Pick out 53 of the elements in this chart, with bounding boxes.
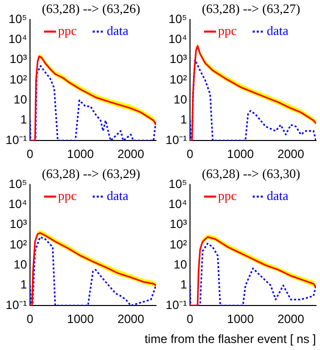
legend-label: data: [266, 23, 289, 38]
chart-title: (63,28) --> (63,26): [42, 1, 140, 16]
legend-label: ppc: [58, 188, 77, 204]
legend-label: data: [266, 188, 289, 204]
y-tick-label: 10⁻¹: [166, 298, 188, 312]
y-tick-label: 10³: [170, 52, 188, 66]
chart-title: (63,28) --> (63,27): [202, 1, 300, 16]
y-tick-label: 10⁵: [8, 12, 28, 26]
y-tick-label: 10⁴: [168, 32, 187, 46]
y-tick-label: 1: [20, 112, 28, 127]
x-tick-label: 1000: [227, 147, 254, 162]
y-tick-label: 10⁵: [168, 176, 188, 191]
y-tick-label: 10²: [10, 72, 28, 86]
x-tick-label: 2000: [117, 147, 144, 162]
y-tick-label: 10³: [10, 52, 28, 66]
y-tick-label: 10: [14, 258, 28, 272]
x-tick-label: 1000: [67, 147, 94, 162]
y-tick-label: 10⁻¹: [6, 298, 28, 312]
x-tick-label: 2000: [277, 312, 304, 326]
y-tick-label: 10⁴: [8, 197, 27, 212]
y-tick-label: 10: [174, 92, 188, 107]
y-tick-label: 10⁻¹: [166, 132, 188, 147]
y-tick-label: 1: [180, 112, 188, 127]
y-tick-label: 10⁵: [8, 176, 28, 191]
legend-label: ppc: [218, 23, 237, 38]
x-tick-label: 0: [186, 147, 194, 162]
x-tick-label: 2000: [277, 147, 304, 162]
y-tick-label: 10⁴: [168, 197, 187, 212]
y-tick-label: 10²: [10, 237, 28, 252]
legend-label: ppc: [218, 188, 237, 204]
y-tick-label: 10: [14, 92, 28, 107]
y-tick-label: 10⁴: [8, 32, 27, 46]
y-tick-label: 10²: [170, 72, 188, 86]
legend-label: data: [106, 23, 129, 38]
y-tick-label: 1: [20, 278, 28, 292]
x-axis-title: time from the flasher event [ ns ]: [144, 332, 316, 346]
y-tick-label: 10⁵: [168, 12, 188, 26]
y-tick-label: 10⁻¹: [6, 132, 28, 147]
y-tick-label: 10²: [170, 237, 188, 252]
x-tick-label: 0: [26, 147, 34, 162]
chart-title: (63,28) --> (63,29): [42, 166, 140, 182]
y-tick-label: 1: [180, 278, 188, 292]
chart-title: (63,28) --> (63,30): [202, 166, 300, 182]
legend-label: data: [106, 188, 129, 204]
x-tick-label: 1000: [67, 312, 94, 326]
x-tick-label: 2000: [117, 312, 144, 326]
x-tick-label: 0: [26, 312, 34, 326]
y-tick-label: 10³: [10, 217, 28, 232]
y-tick-label: 10: [174, 258, 188, 272]
x-tick-label: 0: [186, 312, 194, 326]
x-tick-label: 1000: [227, 312, 254, 326]
y-tick-label: 10³: [170, 217, 188, 232]
legend-label: ppc: [58, 23, 77, 38]
